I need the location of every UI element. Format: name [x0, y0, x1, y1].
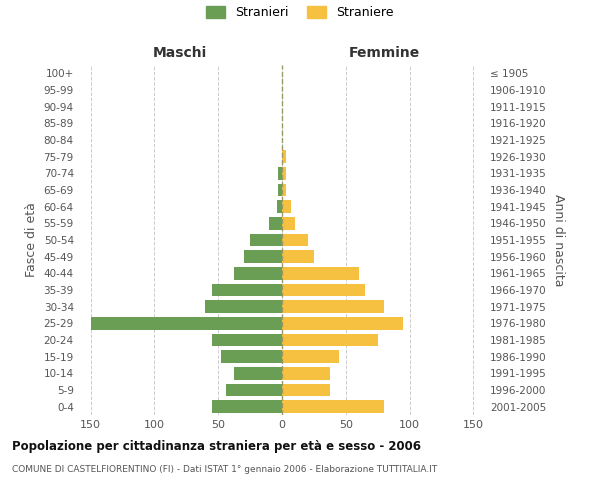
Bar	[212, 400, 282, 413]
Text: COMUNE DI CASTELFIORENTINO (FI) - Dati ISTAT 1° gennaio 2006 - Elaborazione TUTT: COMUNE DI CASTELFIORENTINO (FI) - Dati I…	[12, 465, 437, 474]
Bar	[282, 400, 384, 413]
Bar	[282, 200, 291, 213]
Bar	[221, 350, 282, 363]
Bar	[233, 267, 282, 280]
Bar	[277, 200, 282, 213]
Bar	[250, 234, 282, 246]
Y-axis label: Anni di nascita: Anni di nascita	[553, 194, 565, 286]
Bar	[282, 384, 331, 396]
Bar	[282, 367, 331, 380]
Bar	[282, 167, 286, 179]
Text: Maschi: Maschi	[153, 46, 207, 60]
Bar	[282, 350, 340, 363]
Bar	[282, 250, 314, 263]
Bar	[282, 317, 403, 330]
Bar	[282, 234, 308, 246]
Bar	[282, 184, 286, 196]
Bar	[226, 384, 282, 396]
Text: Femmine: Femmine	[349, 46, 419, 60]
Bar	[282, 217, 295, 230]
Bar	[206, 300, 282, 313]
Bar	[282, 284, 365, 296]
Legend: Stranieri, Straniere: Stranieri, Straniere	[206, 6, 394, 19]
Bar	[233, 367, 282, 380]
Bar	[244, 250, 282, 263]
Bar	[212, 334, 282, 346]
Text: Popolazione per cittadinanza straniera per età e sesso - 2006: Popolazione per cittadinanza straniera p…	[12, 440, 421, 453]
Bar	[212, 284, 282, 296]
Bar	[282, 334, 377, 346]
Bar	[282, 267, 359, 280]
Bar	[91, 317, 282, 330]
Y-axis label: Fasce di età: Fasce di età	[25, 202, 38, 278]
Bar	[278, 184, 282, 196]
Bar	[282, 150, 286, 163]
Bar	[278, 167, 282, 179]
Bar	[282, 300, 384, 313]
Bar	[269, 217, 282, 230]
